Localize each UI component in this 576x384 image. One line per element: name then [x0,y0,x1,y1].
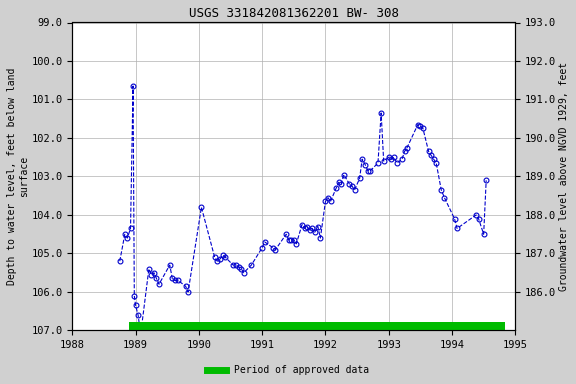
Y-axis label: Groundwater level above NGVD 1929, feet: Groundwater level above NGVD 1929, feet [559,62,569,291]
Title: USGS 331842081362201 BW- 308: USGS 331842081362201 BW- 308 [189,7,399,20]
Legend: Period of approved data: Period of approved data [203,361,373,379]
Bar [129,322,505,331]
Y-axis label: Depth to water level, feet below land
surface: Depth to water level, feet below land su… [7,68,29,285]
